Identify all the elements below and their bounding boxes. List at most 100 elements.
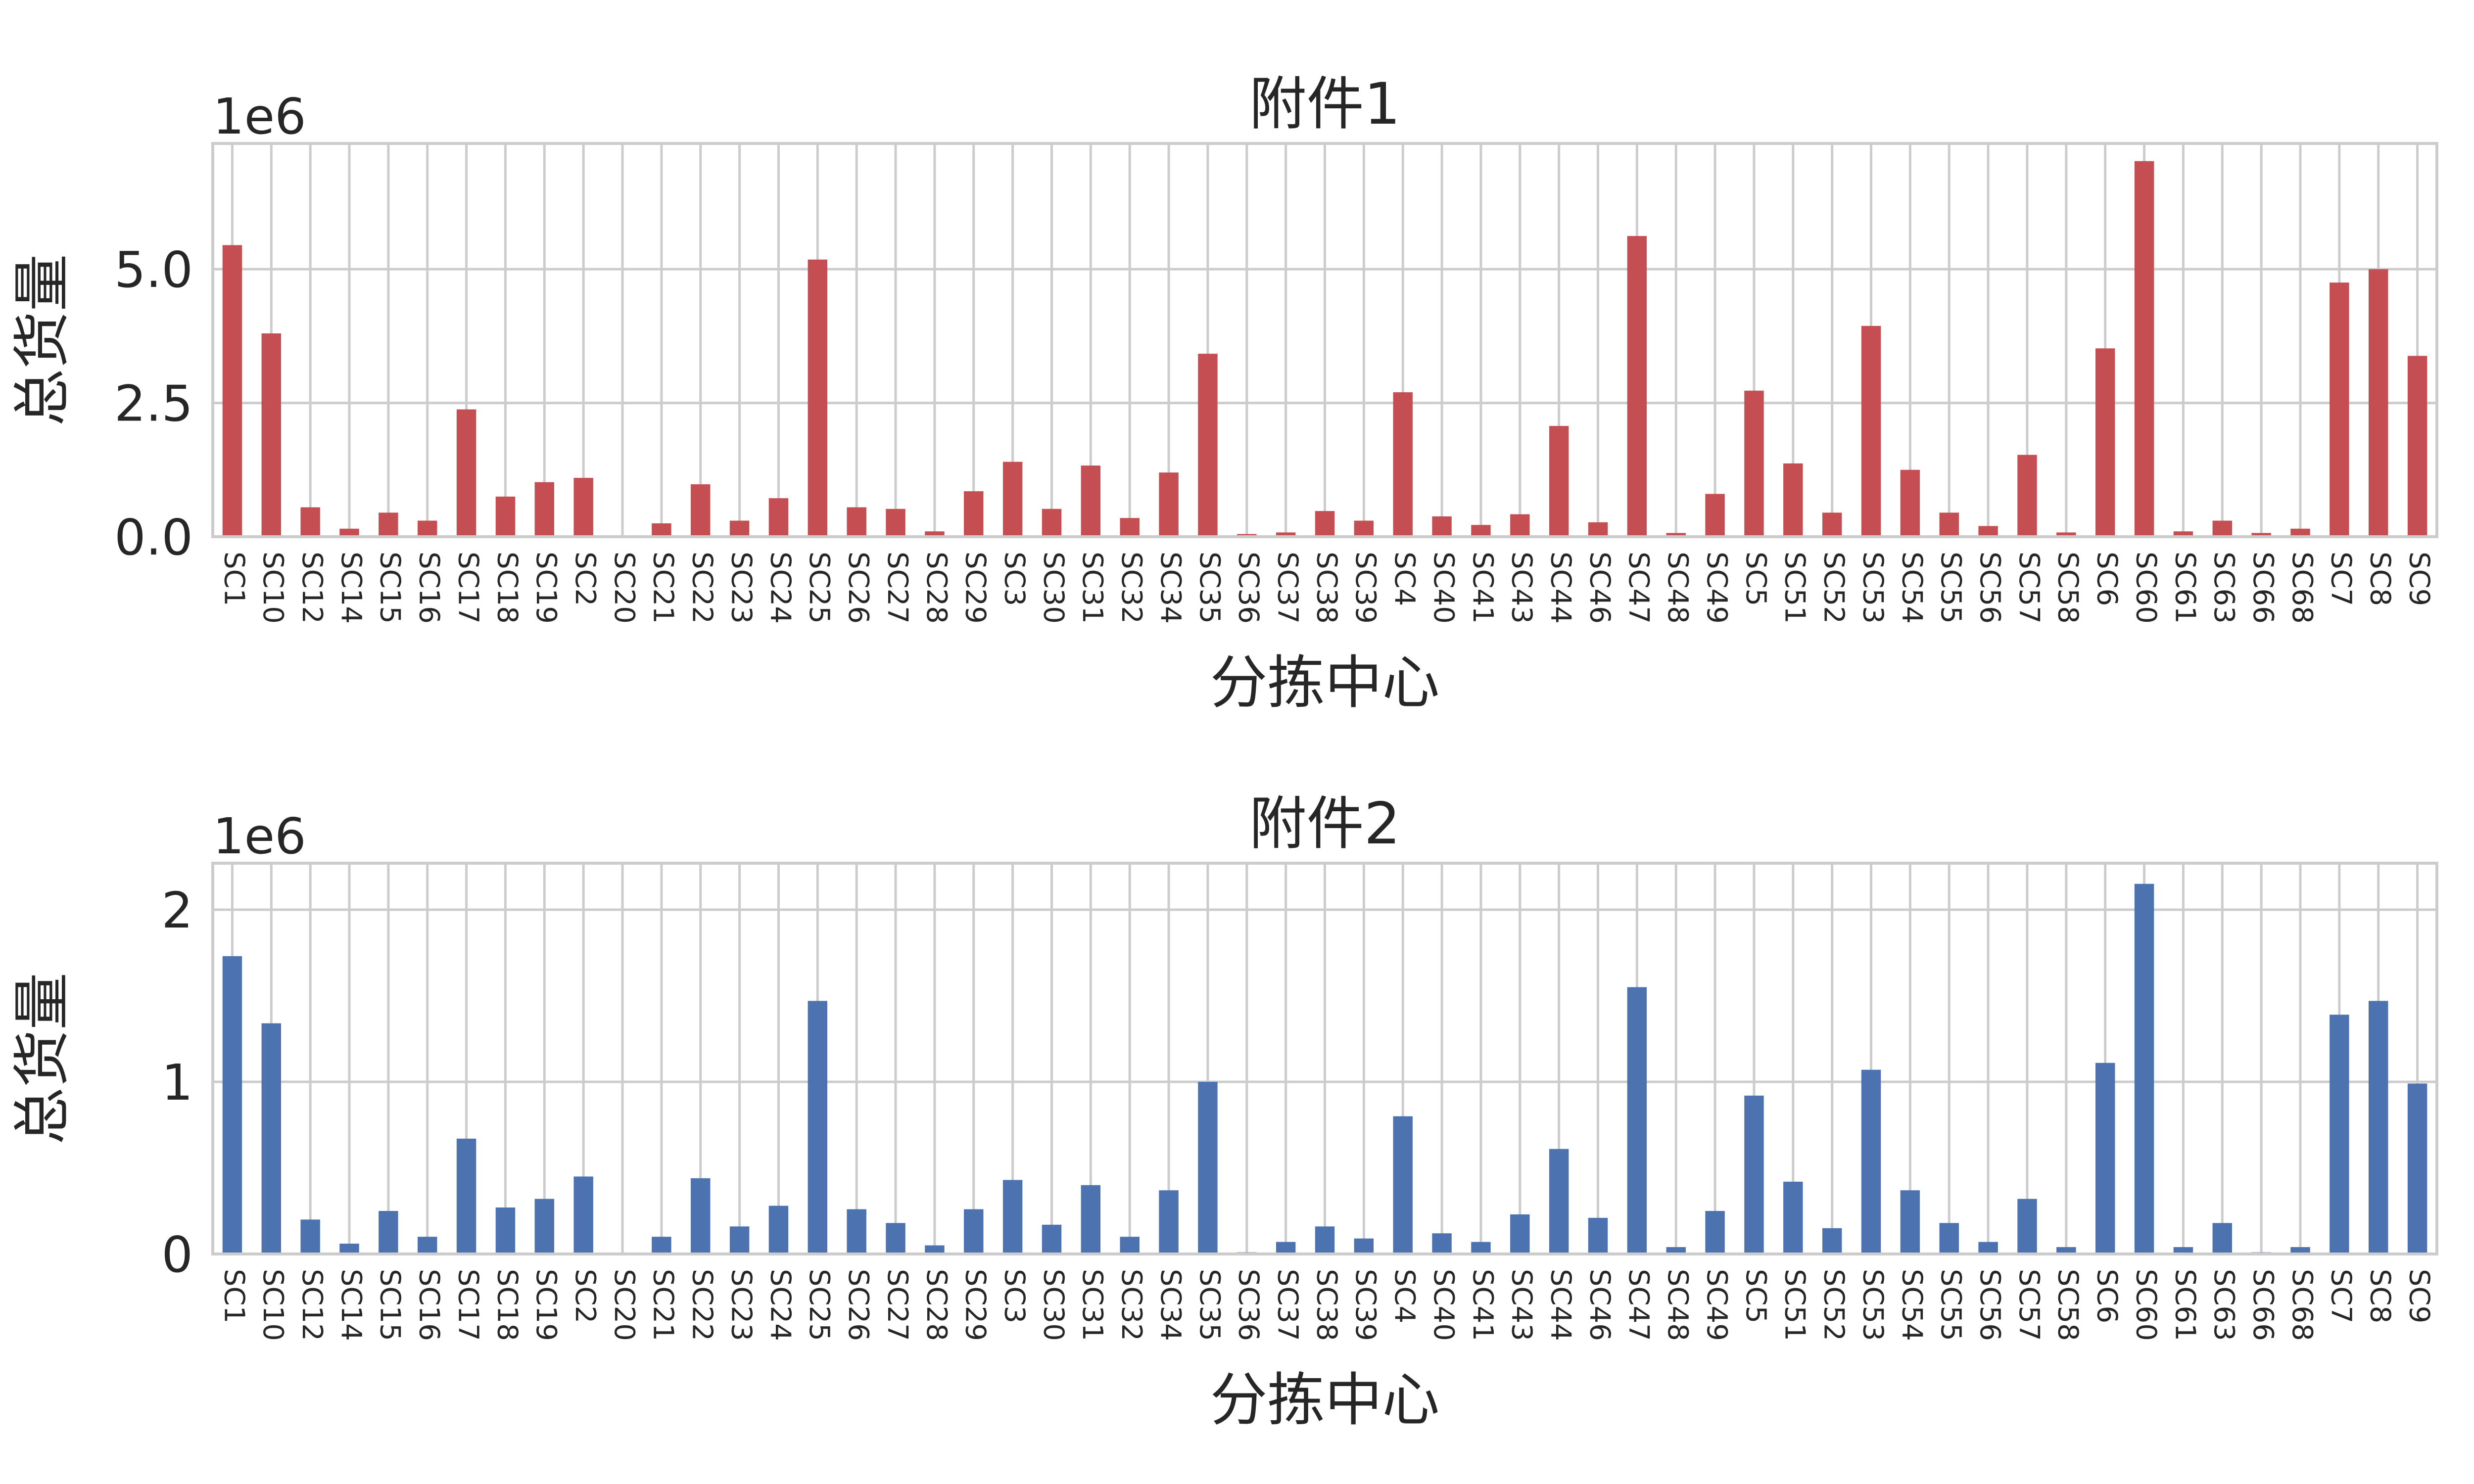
bar	[1354, 1238, 1374, 1254]
x-tick-label: SC63	[2208, 1269, 2240, 1341]
x-tick-label: SC43	[1506, 552, 1538, 624]
bar	[1042, 509, 1062, 537]
bar	[379, 1210, 398, 1254]
bar	[339, 528, 359, 537]
x-tick-label: SC58	[2052, 552, 2084, 624]
x-tick-label: SC46	[1583, 1269, 1616, 1341]
bar	[1861, 1069, 1881, 1254]
bar	[886, 509, 905, 537]
x-tick-label: SC24	[764, 1269, 796, 1341]
bar	[2290, 528, 2310, 537]
x-tick-label: SC21	[647, 552, 679, 624]
bar	[2056, 532, 2076, 537]
bar	[925, 531, 945, 537]
x-tick-label: SC38	[1310, 1269, 1342, 1341]
bar	[925, 1245, 945, 1254]
bar	[729, 520, 750, 537]
bar	[1705, 1210, 1725, 1254]
bar	[2134, 161, 2154, 537]
bar	[1549, 426, 1569, 537]
bar	[300, 1219, 320, 1254]
x-tick-label: SC44	[1545, 552, 1577, 624]
bar	[1900, 469, 1920, 537]
bar	[1393, 392, 1413, 537]
bar	[1744, 390, 1764, 537]
y-axis-label: 总货量	[9, 254, 76, 426]
bar	[261, 1023, 282, 1254]
x-tick-label: SC37	[1271, 1269, 1303, 1341]
bar	[222, 245, 242, 537]
bar	[261, 333, 282, 537]
x-tick-label: SC56	[1974, 552, 2006, 624]
bar	[2368, 1001, 2388, 1254]
x-tick-label: SC25	[803, 552, 835, 624]
x-axis-label: 分拣中心	[1210, 649, 1440, 716]
x-tick-label: SC40	[1427, 1269, 1460, 1341]
x-tick-label: SC22	[686, 552, 718, 624]
x-tick-label: SC15	[374, 552, 406, 624]
bar	[2368, 269, 2388, 537]
bar	[573, 478, 593, 537]
bar	[2407, 356, 2427, 537]
x-tick-label: SC17	[452, 1269, 484, 1341]
bar	[729, 1226, 750, 1254]
x-tick-label: SC1	[218, 552, 250, 606]
bar	[1432, 516, 1452, 537]
bar	[1315, 1226, 1335, 1254]
bar	[1744, 1095, 1764, 1254]
plot-frame	[211, 142, 2438, 538]
x-tick-label: SC14	[335, 552, 367, 624]
x-tick-label: SC54	[1896, 552, 1928, 624]
x-tick-label: SC4	[1388, 1269, 1421, 1323]
x-tick-label: SC22	[686, 1269, 718, 1341]
bar	[418, 520, 437, 537]
x-tick-label: SC30	[1037, 1269, 1069, 1341]
x-tick-label: SC9	[2403, 552, 2435, 606]
bar	[847, 507, 866, 537]
x-tick-label: SC26	[842, 1269, 874, 1341]
bar	[847, 1209, 866, 1254]
bar	[2212, 520, 2232, 537]
x-tick-label: SC41	[1467, 1269, 1499, 1341]
bar	[1354, 520, 1374, 537]
x-tick-label: SC56	[1974, 1269, 2006, 1341]
x-tick-label: SC55	[1935, 552, 1967, 624]
bar	[964, 1209, 984, 1254]
offset-label: 1e6	[213, 807, 306, 865]
x-tick-label: SC18	[491, 552, 523, 624]
bar	[1276, 532, 1296, 537]
bar	[1549, 1149, 1569, 1254]
bar	[1666, 1247, 1686, 1254]
bar	[495, 496, 516, 537]
x-tick-label: SC12	[296, 1269, 328, 1341]
x-tick-label: SC48	[1662, 1269, 1694, 1341]
bar	[1002, 1180, 1023, 1254]
bar	[768, 1206, 789, 1254]
bar	[1432, 1233, 1452, 1254]
x-tick-label: SC29	[959, 1269, 992, 1341]
chart-title: 附件2	[1249, 790, 1401, 857]
bar	[2095, 348, 2115, 537]
x-tick-label: SC40	[1427, 552, 1460, 624]
bar	[1978, 526, 1998, 537]
y-tick-label: 2	[161, 881, 193, 939]
x-tick-label: SC34	[1154, 1269, 1187, 1341]
x-tick-label: SC21	[647, 1269, 679, 1341]
x-tick-label: SC41	[1467, 552, 1499, 624]
bar	[2212, 1223, 2232, 1254]
x-tick-label: SC60	[2130, 1269, 2162, 1341]
bar	[222, 956, 242, 1254]
x-tick-label: SC51	[1779, 552, 1811, 624]
bar	[456, 409, 476, 537]
x-tick-label: SC27	[881, 552, 913, 624]
x-tick-label: SC4	[1388, 552, 1421, 606]
bar	[573, 1176, 593, 1254]
x-tick-label: SC53	[1856, 1269, 1889, 1341]
bar	[456, 1138, 476, 1254]
x-tick-label: SC30	[1037, 552, 1069, 624]
x-tick-label: SC5	[1740, 1269, 1772, 1323]
bar	[1588, 522, 1608, 537]
x-tick-label: SC47	[1622, 1269, 1655, 1341]
bar	[2290, 1247, 2310, 1254]
x-tick-label: SC31	[1076, 552, 1108, 624]
